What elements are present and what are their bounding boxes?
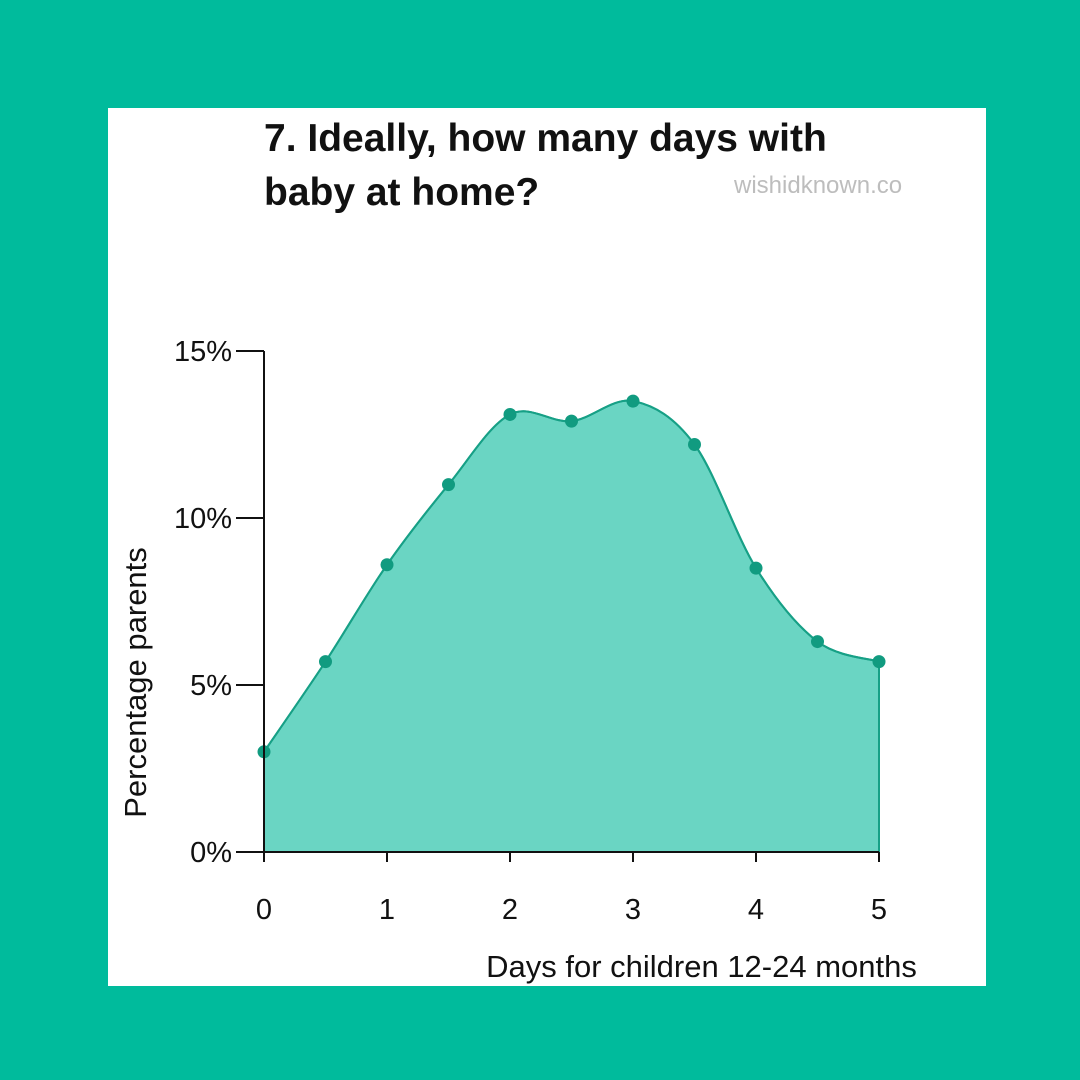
y-axis-ticks: 0% 5% 10% 15%: [174, 336, 264, 869]
data-point: [503, 407, 517, 421]
data-point: [565, 414, 578, 428]
data-point: [872, 655, 886, 669]
chart-title: 7. Ideally, how many days with baby at h…: [264, 112, 964, 220]
data-points: [257, 394, 886, 759]
x-tick-label: 1: [379, 894, 395, 926]
data-point: [626, 394, 640, 408]
x-tick-label: 2: [502, 894, 518, 926]
area-chart: 0% 5% 10% 15% 0 1 2 3 4 5 Percentage parents Day…: [118, 336, 917, 984]
chart-card: 7. Ideally, how many days with baby at h…: [108, 108, 986, 986]
data-point: [380, 558, 394, 572]
source-credit: wishidknown.co: [734, 172, 903, 199]
y-tick-label: 5%: [190, 670, 232, 702]
chart-title-line-1: 7. Ideally, how many days with: [264, 117, 827, 160]
x-tick-label: 5: [871, 894, 887, 926]
data-point: [811, 635, 824, 649]
y-tick-label: 15%: [174, 336, 232, 368]
area-fill: [263, 399, 880, 853]
x-tick-label: 4: [748, 894, 764, 926]
data-point: [319, 655, 332, 669]
x-tick-label: 3: [625, 894, 641, 926]
y-axis-label: Percentage parents: [118, 547, 153, 818]
data-point: [688, 438, 701, 452]
chart-title-line-2: baby at home?: [264, 171, 540, 214]
x-axis-ticks: 0 1 2 3 4 5: [256, 852, 887, 926]
data-point: [442, 478, 455, 492]
y-tick-label: 10%: [174, 503, 232, 535]
x-axis-label: Days for children 12-24 months: [486, 949, 917, 984]
data-point: [749, 561, 763, 575]
x-tick-label: 0: [256, 894, 272, 926]
y-tick-label: 0%: [190, 837, 232, 869]
